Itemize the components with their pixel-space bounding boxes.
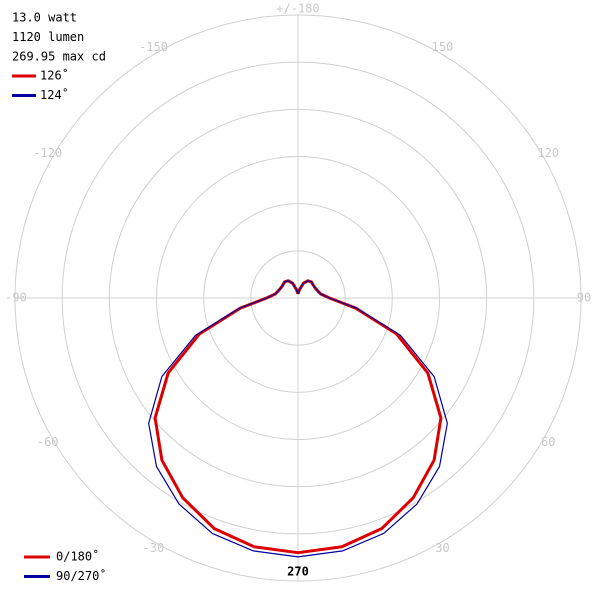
angle-tick-label: +/-180 bbox=[276, 2, 319, 16]
legend-label: 90/270˚ bbox=[56, 568, 107, 583]
angle-tick-label: -90 bbox=[5, 291, 27, 305]
grid-circle bbox=[14, 14, 582, 582]
legend-label: 0/180˚ bbox=[56, 549, 99, 564]
series-line bbox=[148, 280, 448, 558]
angle-tick-label: -150 bbox=[139, 40, 168, 54]
legend-label: 126˚ bbox=[40, 68, 69, 83]
angle-tick-label: 120 bbox=[537, 146, 559, 160]
angle-tick-label: -30 bbox=[143, 541, 165, 555]
info-text: 269.95 max cd bbox=[12, 50, 106, 64]
info-text: 13.0 watt bbox=[12, 11, 77, 25]
angle-tick-label: 30 bbox=[435, 541, 449, 555]
grid-circle bbox=[156, 156, 440, 440]
grid-circle bbox=[203, 203, 393, 393]
legend-label: 124˚ bbox=[40, 87, 69, 102]
angle-tick-label: 90 bbox=[577, 291, 591, 305]
angle-tick-label: 60 bbox=[541, 435, 555, 449]
grid-circle bbox=[250, 250, 346, 346]
info-text: 1120 lumen bbox=[12, 30, 84, 44]
angle-tick-label: -60 bbox=[37, 435, 59, 449]
angle-tick-label: -120 bbox=[33, 146, 62, 160]
angle-tick-label: 150 bbox=[432, 40, 454, 54]
grid-circle bbox=[108, 108, 488, 488]
grid-circle bbox=[61, 61, 535, 535]
radial-tick-label: 270 bbox=[287, 565, 309, 579]
